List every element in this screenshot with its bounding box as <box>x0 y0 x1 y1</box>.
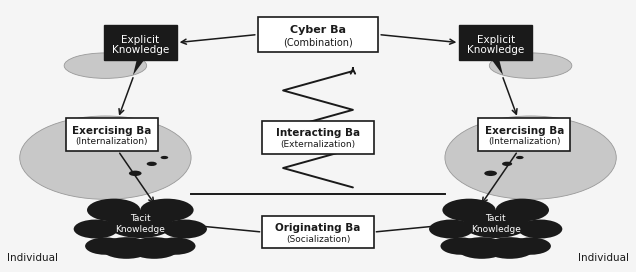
Circle shape <box>129 171 142 176</box>
Circle shape <box>161 156 169 159</box>
Text: (Internalization): (Internalization) <box>488 137 560 146</box>
Circle shape <box>516 156 523 159</box>
Polygon shape <box>133 60 144 75</box>
FancyBboxPatch shape <box>104 25 177 60</box>
Circle shape <box>443 199 495 221</box>
Text: Interacting Ba: Interacting Ba <box>276 128 360 138</box>
Text: Knowledge: Knowledge <box>112 45 169 55</box>
Circle shape <box>129 237 179 259</box>
Ellipse shape <box>64 53 147 78</box>
Circle shape <box>101 237 152 259</box>
FancyBboxPatch shape <box>258 17 378 52</box>
Circle shape <box>457 237 507 259</box>
Circle shape <box>85 237 126 255</box>
FancyBboxPatch shape <box>459 25 532 60</box>
FancyBboxPatch shape <box>478 118 570 151</box>
Text: (Combination): (Combination) <box>283 37 353 47</box>
Text: Tacit
Knowledge: Tacit Knowledge <box>471 214 521 234</box>
Text: (Socialization): (Socialization) <box>286 235 350 244</box>
Text: Explicit: Explicit <box>476 35 515 45</box>
Text: Tacit
Knowledge: Tacit Knowledge <box>115 214 165 234</box>
FancyBboxPatch shape <box>66 118 158 151</box>
Circle shape <box>87 199 141 221</box>
Circle shape <box>463 210 529 238</box>
Circle shape <box>74 220 118 239</box>
Circle shape <box>147 162 157 166</box>
Circle shape <box>107 210 173 238</box>
Ellipse shape <box>445 116 616 199</box>
Text: (Externalization): (Externalization) <box>280 140 356 149</box>
Text: Explicit: Explicit <box>121 35 160 45</box>
Text: Exercising Ba: Exercising Ba <box>485 126 564 136</box>
Circle shape <box>163 220 207 239</box>
Ellipse shape <box>20 116 191 199</box>
Text: Knowledge: Knowledge <box>467 45 524 55</box>
Circle shape <box>429 220 473 239</box>
Text: Cyber Ba: Cyber Ba <box>290 25 346 35</box>
Text: Exercising Ba: Exercising Ba <box>72 126 151 136</box>
Circle shape <box>495 199 549 221</box>
Circle shape <box>155 237 195 255</box>
Circle shape <box>510 237 551 255</box>
Circle shape <box>518 220 562 239</box>
Circle shape <box>502 162 512 166</box>
Polygon shape <box>492 60 503 75</box>
Circle shape <box>141 199 193 221</box>
FancyBboxPatch shape <box>263 216 373 248</box>
FancyBboxPatch shape <box>263 121 373 154</box>
Text: Individual: Individual <box>578 253 629 263</box>
Circle shape <box>484 237 535 259</box>
Text: Originating Ba: Originating Ba <box>275 223 361 233</box>
Text: (Internalization): (Internalization) <box>76 137 148 146</box>
Text: Individual: Individual <box>7 253 58 263</box>
Circle shape <box>441 237 481 255</box>
Circle shape <box>484 171 497 176</box>
Ellipse shape <box>489 53 572 78</box>
